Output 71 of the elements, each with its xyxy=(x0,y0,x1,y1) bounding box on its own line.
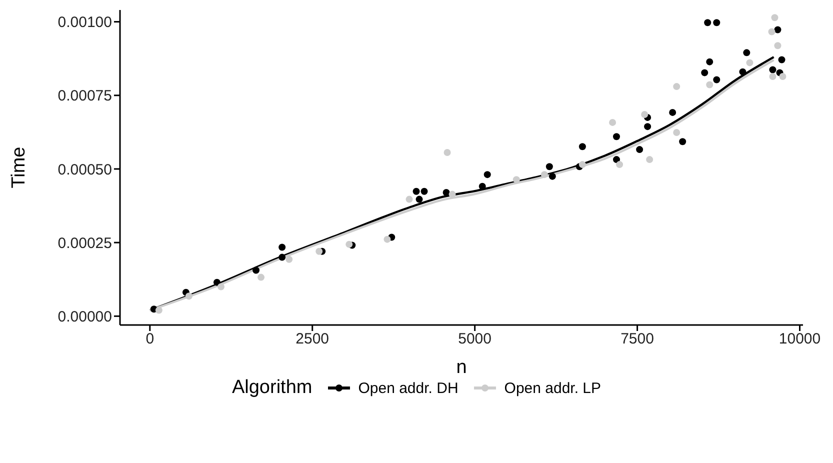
x-tick-label: 0 xyxy=(146,330,154,348)
point xyxy=(713,76,720,84)
x-axis-title: n xyxy=(456,357,467,378)
point xyxy=(548,172,556,180)
point xyxy=(701,69,708,76)
point xyxy=(278,244,286,251)
point xyxy=(346,240,353,248)
x-tick-label: 2500 xyxy=(296,330,330,348)
point xyxy=(771,14,778,22)
point xyxy=(641,111,648,118)
point xyxy=(252,266,260,274)
y-tick-label: 0.00025 xyxy=(58,234,112,252)
legend-label: Open addr. DH xyxy=(358,380,458,396)
point xyxy=(706,81,714,88)
point xyxy=(779,73,786,80)
point xyxy=(546,163,553,170)
point xyxy=(746,59,754,66)
point xyxy=(278,254,286,261)
point xyxy=(406,196,413,203)
legend-title: Algorithm xyxy=(232,377,312,399)
point xyxy=(769,73,776,80)
legend-label: Open addr. LP xyxy=(504,380,602,396)
point xyxy=(616,161,624,168)
point xyxy=(673,83,680,90)
point xyxy=(258,274,265,281)
y-tick-label: 0.00100 xyxy=(58,14,112,32)
point xyxy=(448,190,456,198)
point xyxy=(540,171,548,178)
point xyxy=(484,171,491,178)
point xyxy=(612,133,620,140)
point xyxy=(612,156,620,164)
y-tick-label: 0.00050 xyxy=(58,161,112,178)
point xyxy=(416,196,423,203)
point xyxy=(669,108,676,116)
point xyxy=(420,188,428,195)
point xyxy=(316,248,323,255)
point xyxy=(774,26,782,34)
point xyxy=(412,188,420,195)
point xyxy=(213,278,220,286)
point xyxy=(512,176,520,184)
x-tick-label: 5000 xyxy=(458,330,492,348)
point xyxy=(444,148,451,156)
point xyxy=(739,68,746,76)
point xyxy=(286,256,293,263)
point xyxy=(713,19,720,26)
point xyxy=(636,146,644,154)
point xyxy=(478,182,486,190)
point xyxy=(679,138,686,146)
point xyxy=(769,66,776,74)
point xyxy=(217,283,224,290)
point xyxy=(768,28,776,36)
point xyxy=(646,156,654,164)
point xyxy=(704,19,712,26)
point xyxy=(778,56,786,64)
point xyxy=(384,236,391,243)
x-tick-label: 7500 xyxy=(620,330,654,348)
point xyxy=(185,292,192,300)
point xyxy=(155,306,162,314)
point xyxy=(609,118,616,126)
point xyxy=(673,128,680,136)
point xyxy=(774,42,782,50)
y-axis-title: Time xyxy=(8,146,30,188)
point xyxy=(578,161,586,168)
y-tick-label: 0.00075 xyxy=(58,88,112,105)
y-tick-label: 0.00000 xyxy=(58,308,112,326)
point xyxy=(706,58,714,66)
point xyxy=(644,123,652,130)
x-tick-label: 10000 xyxy=(778,330,821,348)
point xyxy=(578,143,586,150)
point xyxy=(743,49,750,56)
point xyxy=(442,189,450,196)
